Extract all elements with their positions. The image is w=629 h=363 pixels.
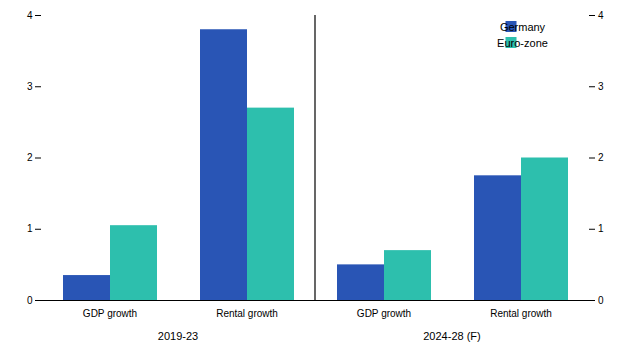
svg-text:Germany: Germany xyxy=(500,21,546,33)
svg-text:1: 1 xyxy=(27,223,33,234)
svg-text:GDP growth: GDP growth xyxy=(83,308,137,319)
svg-text:Rental growth: Rental growth xyxy=(216,308,278,319)
svg-text:2: 2 xyxy=(598,152,604,163)
svg-text:0: 0 xyxy=(598,295,604,306)
svg-text:4: 4 xyxy=(598,10,604,21)
svg-text:4: 4 xyxy=(27,10,33,21)
svg-text:Rental growth: Rental growth xyxy=(490,308,552,319)
svg-text:2019-23: 2019-23 xyxy=(158,330,198,342)
svg-text:2024-28 (F): 2024-28 (F) xyxy=(423,330,480,342)
svg-text:2: 2 xyxy=(27,152,33,163)
svg-text:Euro-zone: Euro-zone xyxy=(497,37,548,49)
svg-text:0: 0 xyxy=(27,295,33,306)
svg-text:3: 3 xyxy=(27,81,33,92)
svg-text:1: 1 xyxy=(598,223,604,234)
svg-text:3: 3 xyxy=(598,81,604,92)
svg-text:GDP growth: GDP growth xyxy=(357,308,411,319)
